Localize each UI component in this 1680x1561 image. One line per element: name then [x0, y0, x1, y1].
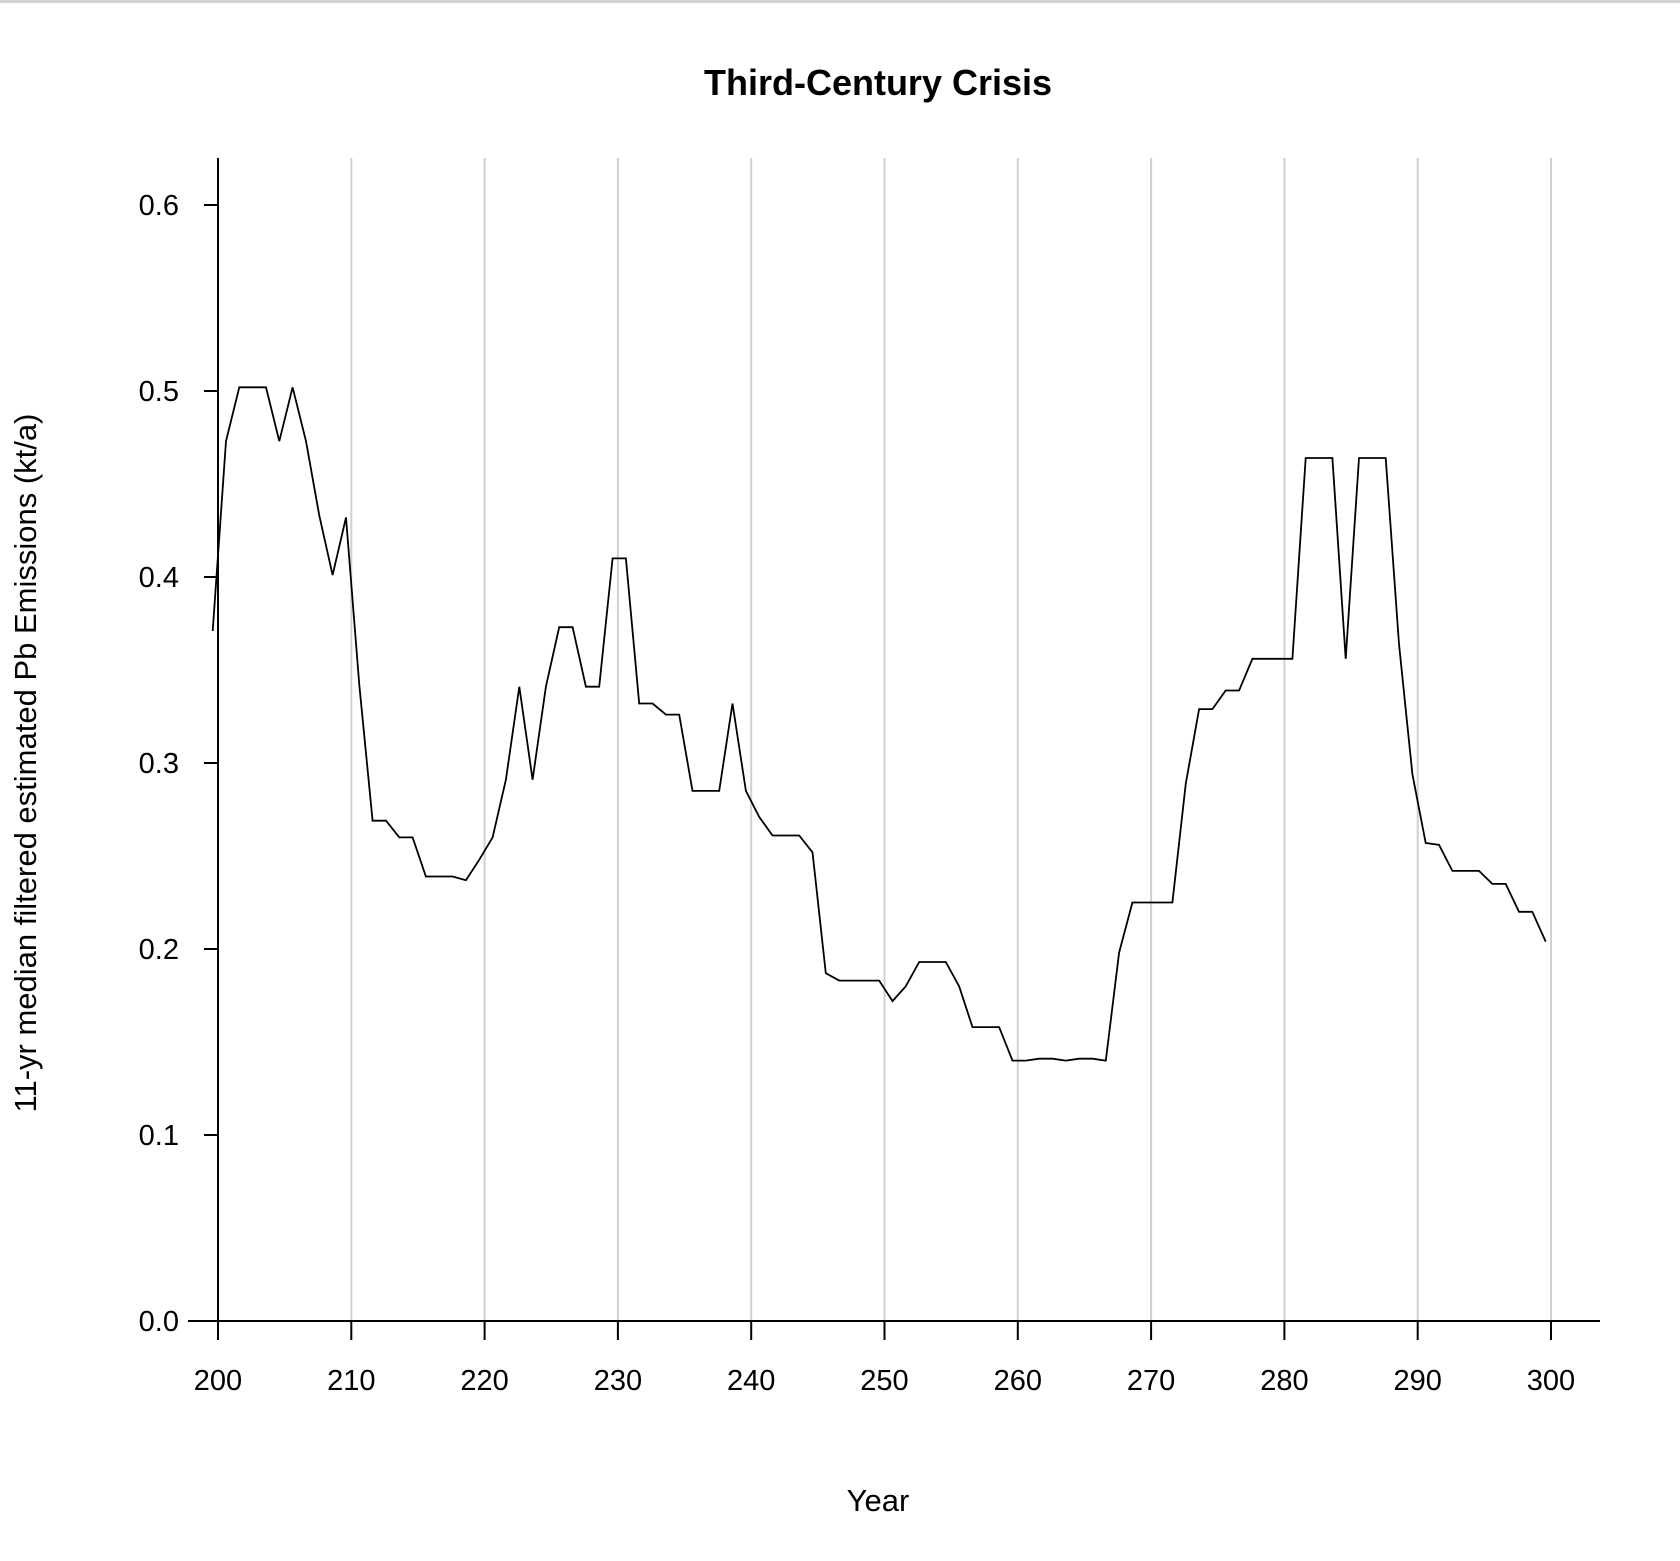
y-tick-label-0.1: 0.1 — [139, 1120, 179, 1152]
x-tick-label-240: 240 — [727, 1365, 775, 1397]
y-tick-label-0.5: 0.5 — [139, 376, 179, 408]
x-tick-label-300: 300 — [1527, 1365, 1575, 1397]
x-tick-label-270: 270 — [1127, 1365, 1175, 1397]
x-tick-label-220: 220 — [460, 1365, 508, 1397]
y-tick-label-0.4: 0.4 — [139, 562, 179, 594]
top-border — [0, 0, 1680, 3]
x-tick-label-260: 260 — [994, 1365, 1042, 1397]
y-tick-label-0.3: 0.3 — [139, 748, 179, 780]
y-tick-label-0.2: 0.2 — [139, 934, 179, 966]
y-tick-label-0.0: 0.0 — [139, 1306, 179, 1338]
series-line — [211, 386, 1547, 1062]
x-axis-ticks: 200 210 220 230 240 250 260 270 280 290 300 — [194, 1321, 1575, 1397]
x-tick-label-280: 280 — [1260, 1365, 1308, 1397]
x-tick-label-230: 230 — [594, 1365, 642, 1397]
series-points — [212, 386, 1547, 1061]
x-axis-title: Year — [847, 1483, 910, 1518]
y-tick-label-0.6: 0.6 — [139, 190, 179, 222]
chart-title: Third-Century Crisis — [704, 62, 1052, 103]
y-axis-ticks: 0.0 0.1 0.2 0.3 0.4 0.5 0.6 — [139, 190, 218, 1338]
y-axis-title: 11-yr median filtered estimated Pb Emiss… — [8, 414, 43, 1113]
x-tick-label-290: 290 — [1394, 1365, 1442, 1397]
x-tick-label-200: 200 — [194, 1365, 242, 1397]
gridlines — [350, 158, 1552, 1321]
axes — [188, 158, 1600, 1322]
x-tick-label-250: 250 — [860, 1365, 908, 1397]
x-tick-label-210: 210 — [327, 1365, 375, 1397]
